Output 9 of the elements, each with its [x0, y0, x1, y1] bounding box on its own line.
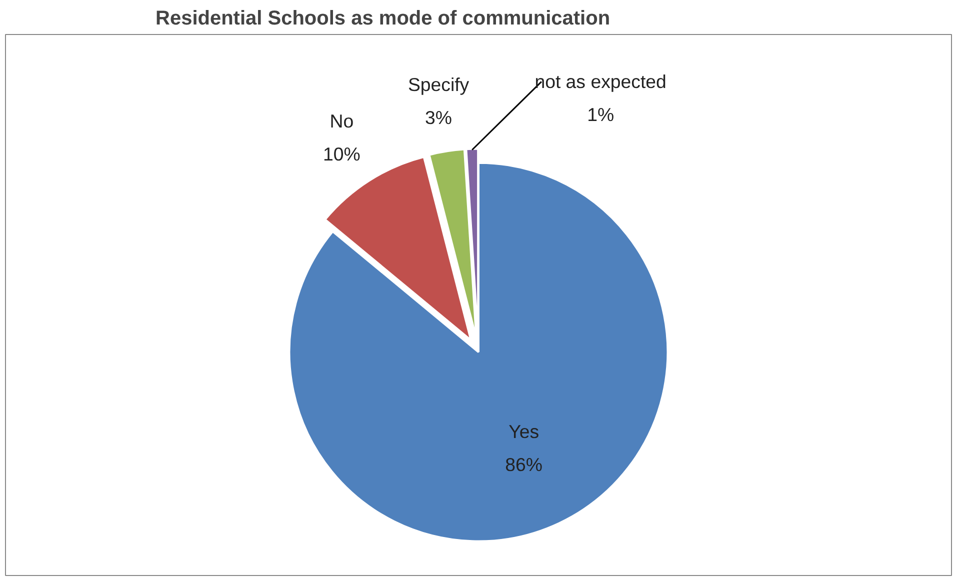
chart-title: Residential Schools as mode of communication	[156, 8, 610, 30]
data-label: 10%	[322, 144, 360, 165]
slice-label: Specify	[408, 74, 470, 96]
data-label: 1%	[587, 104, 614, 126]
data-label: 86%	[505, 454, 542, 475]
slice-label: Yes	[508, 420, 540, 442]
slice-label: not as expected	[534, 71, 666, 92]
slice-label: No	[330, 110, 354, 132]
data-label: 3%	[425, 107, 452, 128]
